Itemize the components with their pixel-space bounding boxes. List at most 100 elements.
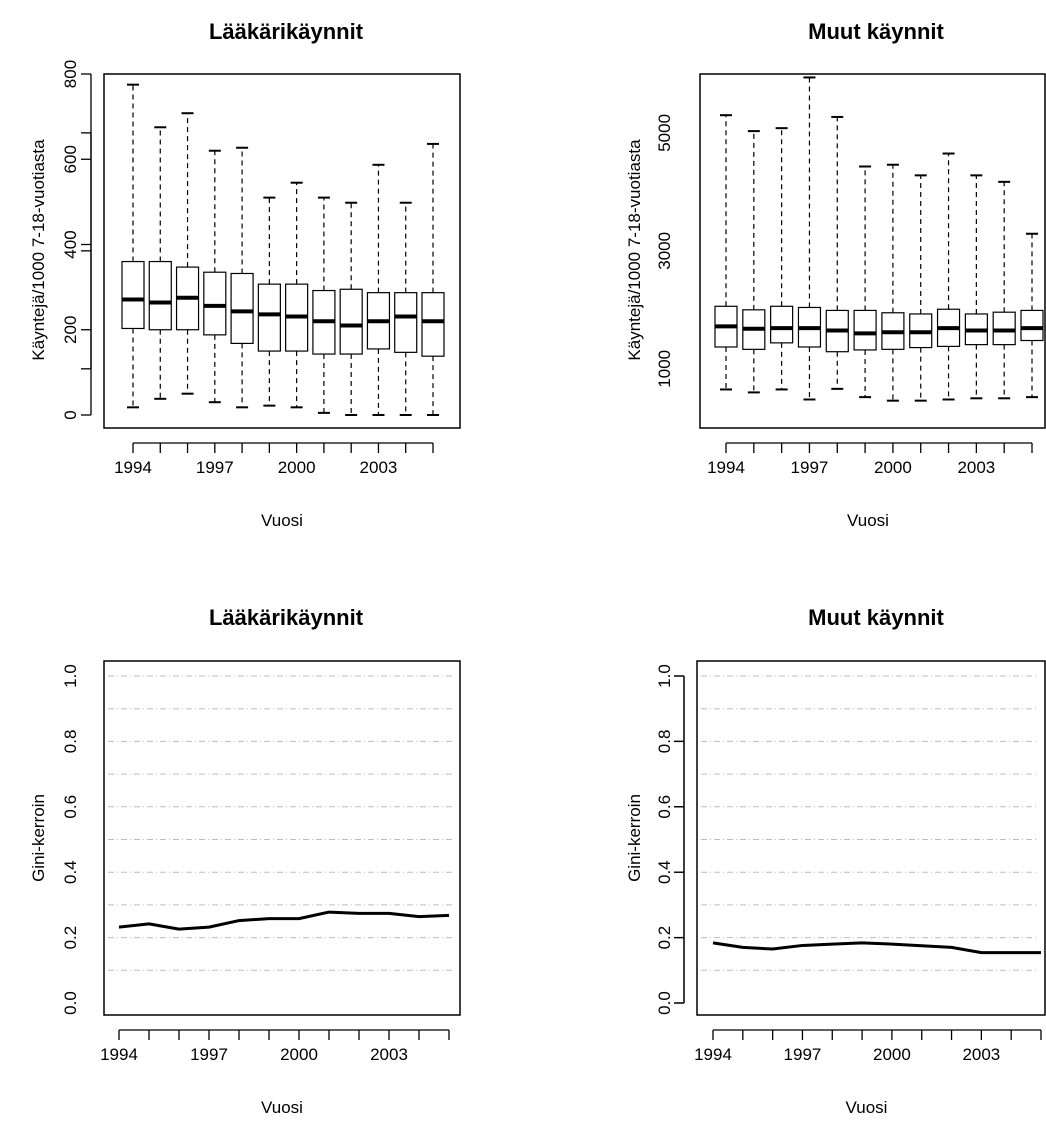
box-1999: [853, 165, 877, 399]
box-iqr: [770, 305, 794, 344]
box-1994: [714, 114, 738, 391]
box-iqr: [853, 309, 877, 351]
y-tick-label-800: 800: [61, 60, 80, 88]
chart-title: Muut käynnit: [808, 605, 944, 630]
box-2004: [992, 180, 1016, 400]
y-tick-label-1000: 1000: [655, 350, 674, 388]
x-tick-label-1997: 1997: [190, 1045, 228, 1064]
box-iqr: [121, 260, 145, 330]
box-1998: [230, 146, 254, 409]
y-tick-label-400: 400: [61, 230, 80, 258]
box-iqr: [394, 292, 418, 353]
x-tick-label-2000: 2000: [873, 1045, 911, 1064]
box-1999: [257, 196, 281, 407]
x-axis-label: Vuosi: [846, 1098, 888, 1117]
box-iqr: [421, 292, 445, 357]
box-1996: [770, 127, 794, 391]
y-tick-label-600: 600: [61, 145, 80, 173]
box-2003: [964, 174, 988, 400]
box-iqr: [230, 272, 254, 344]
y-axis-label: Gini-kerroin: [29, 794, 48, 882]
box-2003: [366, 163, 391, 416]
box-1998: [825, 115, 849, 390]
x-tick-label-2000: 2000: [874, 458, 912, 477]
x-tick-label-2000: 2000: [280, 1045, 318, 1064]
x-axis: 1994 1997 2000 2003: [694, 1029, 1042, 1064]
chart-panel-2: Muut käynnit Vuosi Käyntejä/1000 7-18-vuot…: [81, 19, 1046, 530]
box-2005: [421, 142, 445, 416]
gini-series-line: [118, 910, 450, 931]
box-iqr: [148, 260, 172, 331]
box-iqr: [1020, 309, 1044, 342]
box-iqr: [203, 271, 227, 336]
box-1997: [797, 76, 822, 401]
y-tick-label-0.8: 0.8: [61, 730, 80, 754]
box-2000: [285, 181, 309, 409]
gini-series-line: [712, 941, 1041, 955]
box-1996: [175, 112, 200, 395]
y-axis-label: Gini-kerroin: [625, 794, 644, 882]
x-axis-label: Vuosi: [847, 511, 889, 530]
x-axis-label: Vuosi: [261, 511, 303, 530]
y-tick-label-5000: 5000: [655, 114, 674, 152]
plot-frame: [103, 73, 461, 429]
x-tick-label-2000: 2000: [278, 458, 316, 477]
chart-title: Muut käynnit: [808, 19, 944, 44]
y-tick-label-0.2: 0.2: [61, 926, 80, 950]
chart-panel-3: Lääkärikäynnit Vuosi Gini-kerroin 1994 1997 2…: [29, 605, 685, 1117]
y-tick-label-0.6: 0.6: [655, 795, 674, 819]
y-tick-label-0.2: 0.2: [655, 926, 674, 950]
plot-frame: [103, 660, 461, 1016]
x-axis: 1994 1997 2000 2003: [707, 442, 1033, 477]
y-tick-label-200: 200: [61, 316, 80, 344]
y-tick-label-0.4: 0.4: [655, 860, 674, 884]
box-iqr: [339, 288, 363, 355]
box-1997: [203, 149, 227, 404]
x-tick-label-2003: 2003: [962, 1045, 1000, 1064]
box-1995: [742, 130, 766, 394]
y-axis: 1000 3000 5000: [81, 114, 674, 388]
chart-title: Lääkärikäynnit: [209, 19, 364, 44]
box-iqr: [992, 311, 1016, 346]
plot-frame: [696, 660, 1046, 1016]
box-1994: [121, 83, 145, 409]
y-tick-label-0.0: 0.0: [655, 991, 674, 1015]
y-axis-label: Käyntejä/1000 7-18-vuotiasta: [29, 139, 48, 361]
box-1995: [148, 126, 172, 400]
y-tick-label-0.6: 0.6: [61, 795, 80, 819]
y-axis-label: Käyntejä/1000 7-18-vuotiasta: [625, 139, 644, 361]
x-tick-label-1994: 1994: [100, 1045, 138, 1064]
box-2000: [881, 163, 905, 402]
x-tick-label-1997: 1997: [791, 458, 829, 477]
x-axis-label: Vuosi: [261, 1098, 303, 1117]
x-tick-label-1994: 1994: [114, 458, 152, 477]
y-tick-label-1.0: 1.0: [61, 664, 80, 688]
y-tick-label-3000: 3000: [655, 232, 674, 270]
chart-title: Lääkärikäynnit: [209, 605, 364, 630]
x-axis: 1994 1997 2000 2003: [100, 1029, 450, 1064]
y-tick-label-0: 0: [61, 410, 80, 419]
y-tick-label-0.4: 0.4: [61, 860, 80, 884]
y-tick-label-0.0: 0.0: [61, 991, 80, 1015]
y-tick-label-1.0: 1.0: [655, 664, 674, 688]
x-tick-label-1997: 1997: [196, 458, 234, 477]
box-2005: [1020, 232, 1044, 399]
x-tick-label-1994: 1994: [707, 458, 745, 477]
box-2001: [909, 174, 933, 402]
x-tick-label-2003: 2003: [360, 458, 398, 477]
x-tick-label-2003: 2003: [957, 458, 995, 477]
y-axis: 0 200 400 600 800: [61, 60, 92, 420]
chart-panel-4: Muut käynnit Vuosi Gini-kerroin 1994 1997 200…: [625, 605, 1046, 1117]
x-tick-label-1997: 1997: [784, 1045, 822, 1064]
x-axis: 1994 1997 2000 2003: [114, 442, 434, 477]
y-axis: 0.0 0.2 0.4 0.6 0.8 1.0: [655, 664, 685, 1015]
box-iqr: [257, 283, 281, 352]
plot-frame: [699, 73, 1046, 429]
chart-panel-1: Lääkärikäynnit Vuosi Käyntejä/1000 7-18-vu…: [29, 19, 461, 530]
box-2002: [936, 152, 961, 401]
x-tick-label-2003: 2003: [370, 1045, 408, 1064]
x-tick-label-1994: 1994: [694, 1045, 732, 1064]
box-2002: [339, 201, 363, 416]
box-2004: [394, 201, 418, 416]
